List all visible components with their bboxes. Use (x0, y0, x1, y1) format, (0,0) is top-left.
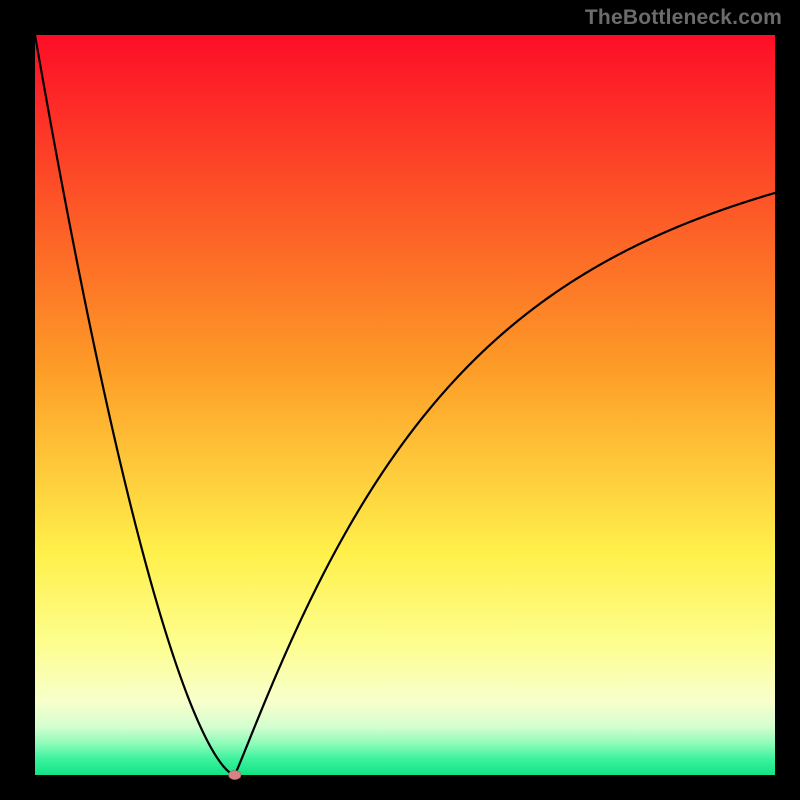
bottleneck-chart (0, 0, 800, 800)
plot-background (35, 35, 775, 775)
optimal-marker (229, 770, 241, 779)
chart-frame: TheBottleneck.com (0, 0, 800, 800)
